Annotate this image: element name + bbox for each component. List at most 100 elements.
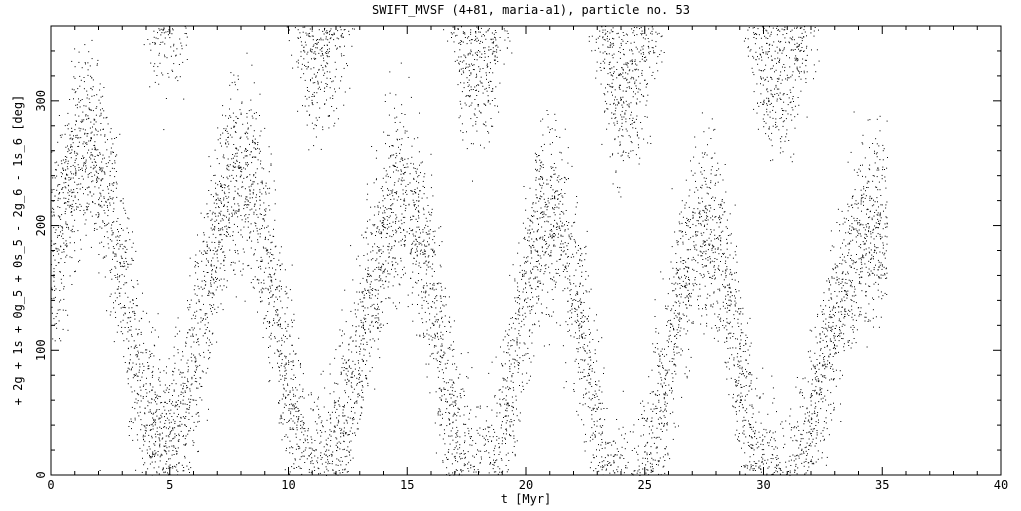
data-point	[605, 32, 607, 34]
data-point	[834, 339, 836, 341]
data-point	[51, 151, 53, 153]
data-point	[458, 70, 460, 72]
data-point	[394, 240, 396, 242]
data-point	[506, 428, 507, 430]
data-point	[762, 463, 764, 465]
data-point	[279, 366, 280, 368]
data-point	[236, 159, 238, 161]
data-point	[712, 306, 714, 308]
data-point	[378, 280, 380, 282]
data-point	[151, 456, 153, 458]
data-point	[395, 261, 397, 263]
data-point	[536, 231, 538, 233]
data-point	[523, 389, 525, 390]
data-point	[749, 456, 751, 458]
data-point	[536, 261, 538, 262]
data-point	[203, 240, 205, 242]
data-point	[625, 121, 627, 123]
data-point	[670, 326, 671, 328]
data-point	[310, 461, 312, 463]
data-point	[186, 387, 188, 389]
data-point	[620, 74, 622, 76]
data-point	[233, 74, 235, 76]
data-point	[527, 306, 529, 308]
data-point	[692, 321, 694, 323]
data-point	[789, 423, 791, 425]
data-point	[655, 31, 657, 33]
data-point	[561, 178, 563, 180]
data-point	[70, 131, 72, 133]
data-point	[389, 92, 391, 94]
data-point	[433, 324, 435, 326]
data-point	[604, 464, 606, 466]
data-point	[103, 157, 105, 159]
data-point	[75, 168, 76, 170]
data-point	[463, 463, 465, 465]
data-point	[607, 35, 608, 37]
data-point	[711, 248, 713, 249]
data-point	[832, 347, 834, 349]
data-point	[581, 275, 583, 277]
data-point	[139, 447, 141, 449]
data-point	[556, 226, 558, 228]
data-point	[190, 299, 192, 301]
data-point	[823, 361, 825, 363]
data-point	[503, 433, 505, 435]
data-point	[78, 178, 80, 179]
data-point	[53, 280, 55, 282]
data-point	[222, 187, 224, 188]
data-point	[382, 200, 384, 202]
data-point	[684, 207, 686, 209]
data-point	[502, 440, 503, 442]
data-point	[237, 89, 239, 91]
data-point	[621, 67, 623, 68]
data-point	[174, 422, 176, 424]
data-point	[158, 28, 160, 30]
data-point	[549, 143, 551, 145]
data-point	[69, 138, 71, 140]
data-point	[462, 139, 464, 141]
data-point	[842, 374, 843, 376]
data-point	[632, 70, 634, 72]
data-point	[852, 196, 853, 197]
data-point	[407, 184, 409, 185]
data-point	[216, 219, 218, 221]
data-point	[697, 295, 699, 297]
data-point	[132, 231, 133, 233]
data-point	[448, 435, 450, 437]
data-point	[453, 41, 455, 43]
data-point	[85, 115, 87, 117]
data-point	[791, 427, 793, 428]
data-point	[159, 359, 161, 361]
data-point	[429, 220, 431, 222]
data-point	[772, 59, 773, 61]
data-point	[780, 147, 782, 149]
data-point	[559, 213, 561, 215]
data-point	[426, 233, 428, 235]
data-point	[785, 420, 787, 422]
data-point	[726, 248, 728, 250]
data-point	[431, 208, 433, 210]
data-point	[665, 375, 667, 377]
data-point	[94, 144, 96, 146]
data-point	[478, 90, 480, 92]
data-point	[864, 197, 866, 199]
data-point	[668, 384, 670, 386]
data-point	[434, 242, 436, 244]
data-point	[858, 258, 860, 260]
data-point	[145, 389, 147, 390]
data-point	[59, 198, 61, 200]
data-point	[310, 447, 312, 449]
data-point	[415, 170, 417, 172]
data-point	[576, 291, 578, 293]
data-point	[223, 205, 225, 207]
data-point	[123, 314, 125, 316]
data-point	[257, 144, 259, 146]
data-point	[400, 170, 402, 172]
data-point	[479, 70, 481, 72]
data-point	[726, 337, 728, 339]
data-point	[171, 454, 173, 456]
data-point	[456, 366, 458, 368]
data-point	[865, 224, 867, 226]
data-point	[145, 430, 147, 432]
